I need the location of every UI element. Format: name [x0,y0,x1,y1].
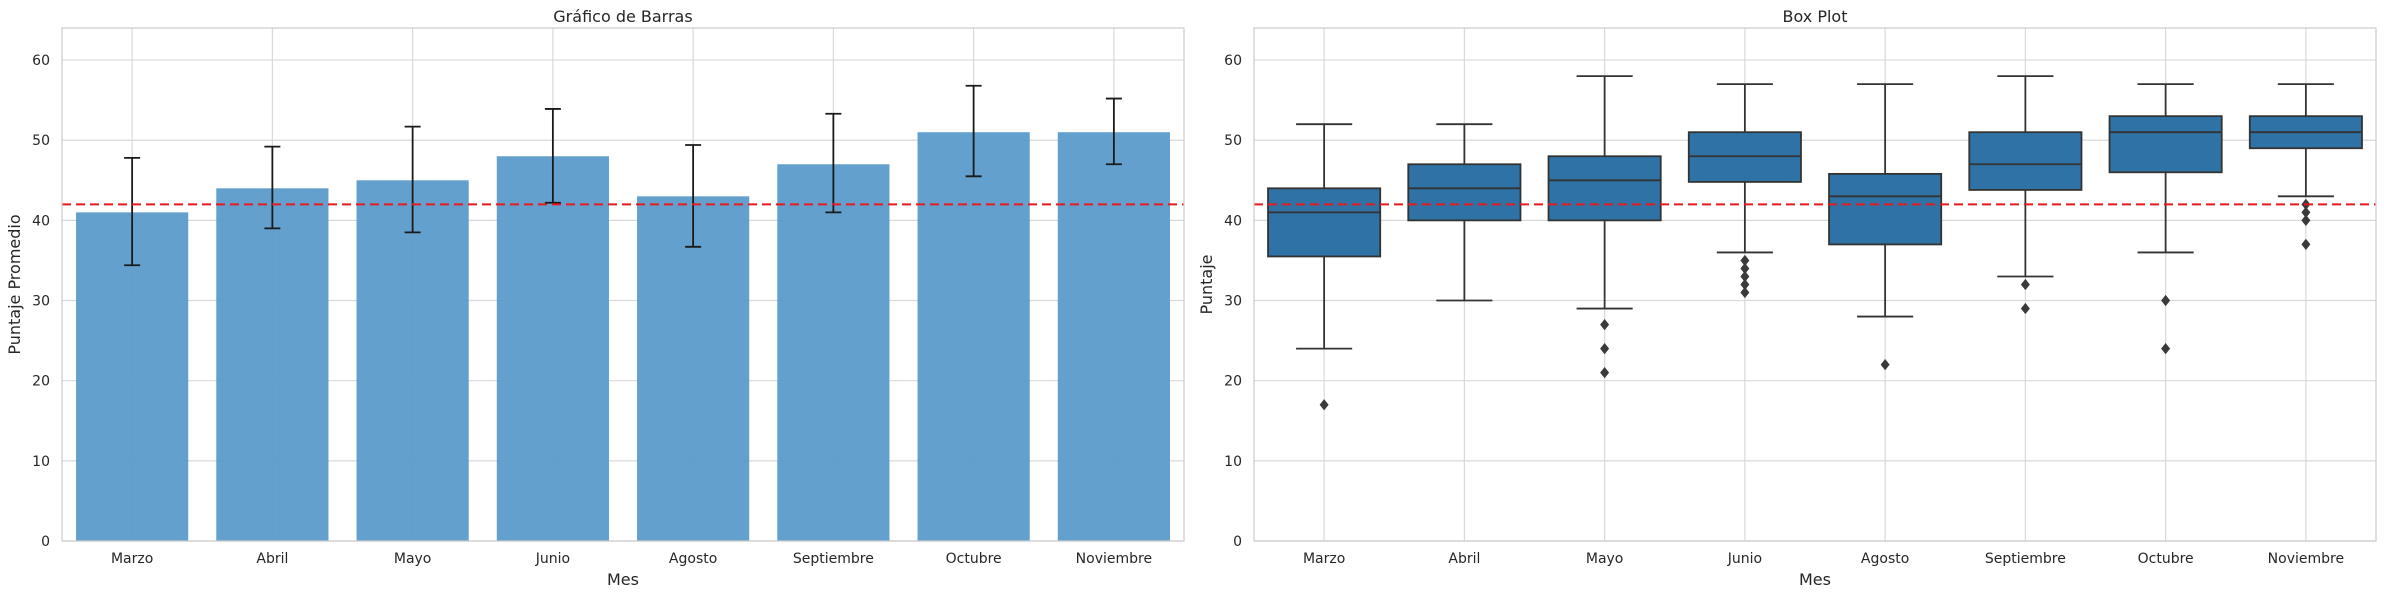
box-plot-y-tick-label: 40 [1224,213,1242,229]
bar-junio [496,156,609,541]
outlier-point [2301,238,2311,251]
bar-agosto [637,196,750,541]
bar-mayo [356,180,469,541]
outlier-point [1600,367,1610,379]
bar-chart-x-tick-label: Agosto [669,551,717,567]
box-plot-y-tick-label: 0 [1233,534,1242,550]
bar-chart-y-tick-label: 40 [32,213,50,229]
outlier-point [1740,270,1750,283]
bar-chart-y-tick-label: 30 [32,294,50,310]
box-plot-panel: 0 10 20 30 40 50 60 Marzo Abril Mayo Junio Agosto Se… [1197,7,2377,589]
box-plot-ticks: 0 10 20 30 40 50 60 Marzo Abril Mayo Junio Agosto Se… [1224,53,2344,567]
outlier-point [1740,286,1750,299]
box-plot-y-tick-label: 60 [1224,53,1242,69]
bar-chart-y-tick-label: 10 [32,454,50,470]
box-octubre [2108,115,2223,174]
outlier-point [1600,318,1610,331]
outlier-point [1740,262,1750,275]
box-plot-marks [1254,75,2376,411]
box-mayo [1547,155,1662,222]
bar-chart-panel: 0 10 20 30 40 50 60 Marzo Abril Mayo Junio Agosto Se… [5,7,1185,589]
bar-chart-y-tick-label: 50 [32,133,50,149]
bar-chart-x-tick-label: Marzo [111,551,153,567]
outlier-point [2020,302,2030,315]
outlier-point [2301,206,2311,218]
box-plot-y-axis-label: Puntaje [1197,254,1216,314]
outlier-point [1740,278,1750,291]
box-septiembre [1968,131,2083,191]
box-marzo [1267,187,1382,258]
box-plot-frame [1253,27,2377,542]
bar-chart-x-tick-label: Junio [535,551,570,567]
box-agosto [1828,172,1943,246]
bar-marzo [76,212,189,541]
box-plot-x-tick-label: Marzo [1303,551,1345,567]
bar-chart-x-axis-label: Mes [607,570,639,589]
box-plot-x-axis-label: Mes [1799,570,1831,589]
bar-septiembre [777,164,890,541]
bar-chart-x-tick-label: Octubre [946,551,1002,567]
bar-chart-y-tick-label: 20 [32,374,50,390]
outlier-point [1880,359,1890,371]
bar-chart-y-tick-label: 0 [41,534,50,550]
outlier-point [2020,278,2030,291]
outlier-point [2301,214,2311,226]
bar-chart-x-tick-label: Mayo [394,551,432,567]
bar-noviembre [1057,132,1170,541]
bar-chart-x-tick-label: Abril [256,551,288,567]
outlier-point [1600,343,1610,355]
bar-chart-title: Gráfico de Barras [553,7,692,26]
bar-chart-frame [61,27,1185,542]
box-plot-x-tick-label: Septiembre [1985,551,2066,567]
outlier-point [2161,294,2171,307]
box-plot-y-tick-label: 50 [1224,133,1242,149]
outlier-point [1740,254,1750,267]
bar-chart-y-axis-label: Puntaje Promedio [5,214,24,354]
box-plot-x-tick-label: Noviembre [2268,551,2344,567]
bar-chart-x-tick-label: Septiembre [793,551,874,567]
box-plot-x-tick-label: Abril [1448,551,1480,567]
bar-chart-marks [62,84,1184,541]
box-plot-y-tick-label: 10 [1224,454,1242,470]
box-plot-x-tick-label: Mayo [1586,551,1624,567]
box-plot-title: Box Plot [1783,7,1848,26]
outlier-point [1319,399,1329,411]
bar-chart-ticks: 0 10 20 30 40 50 60 Marzo Abril Mayo Junio Agosto Se… [32,53,1152,567]
box-abril [1407,163,1522,222]
box-plot-y-tick-label: 20 [1224,374,1242,390]
bar-chart-x-tick-label: Noviembre [1076,551,1152,567]
box-plot-x-tick-label: Agosto [1861,551,1909,567]
outlier-point [2161,343,2171,355]
box-plot-x-tick-label: Octubre [2138,551,2194,567]
bar-chart-y-tick-label: 60 [32,53,50,69]
bar-octubre [917,132,1030,541]
box-plot-x-tick-label: Junio [1727,551,1762,567]
box-plot-grid [1254,28,2376,542]
bar-abril [216,188,329,541]
box-plot-y-tick-label: 30 [1224,294,1242,310]
